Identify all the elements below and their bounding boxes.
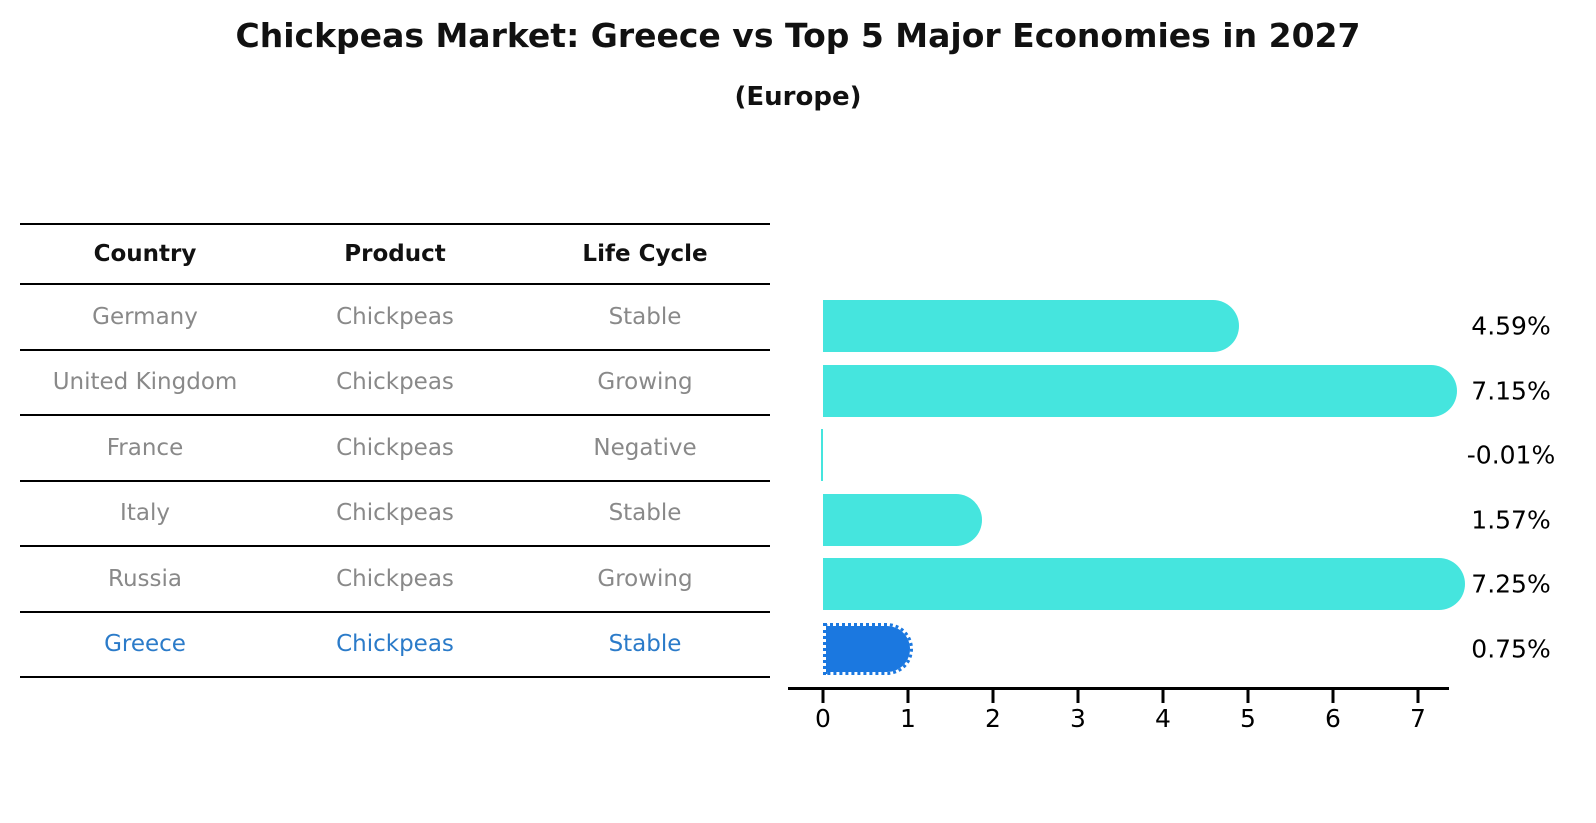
x-tick-label-2: 2 bbox=[985, 704, 1001, 733]
x-axis-line bbox=[788, 687, 1449, 690]
country-cell: France bbox=[106, 434, 184, 461]
value-label-france: -0.01% bbox=[1466, 440, 1556, 470]
country-cell: United Kingdom bbox=[52, 369, 238, 396]
table-row-italy: Italy Chickpeas Stable bbox=[20, 482, 770, 547]
x-tick-label-5: 5 bbox=[1240, 704, 1256, 733]
lifecycle-cell: Stable bbox=[608, 303, 682, 330]
product-cell: Chickpeas bbox=[336, 500, 454, 527]
value-label-united-kingdom: 7.15% bbox=[1471, 376, 1551, 406]
value-label-greece: 0.75% bbox=[1471, 634, 1551, 664]
country-cell: Russia bbox=[108, 565, 182, 592]
country-cell: Greece bbox=[104, 631, 186, 658]
x-tick-label-4: 4 bbox=[1155, 704, 1171, 733]
column-header-product: Product bbox=[344, 241, 446, 267]
bar-germany bbox=[823, 300, 1240, 352]
x-tick-7 bbox=[1416, 690, 1420, 703]
x-tick-1 bbox=[906, 690, 910, 703]
country-table: Country Product Life Cycle Germany Chickp… bbox=[20, 223, 770, 678]
lifecycle-cell: Negative bbox=[593, 434, 697, 461]
country-cell: Germany bbox=[92, 303, 198, 330]
chart-subtitle: (Europe) bbox=[734, 82, 862, 112]
table-row-united-kingdom: United Kingdom Chickpeas Growing bbox=[20, 351, 770, 416]
bar-united-kingdom bbox=[823, 364, 1457, 417]
column-header-country: Country bbox=[93, 241, 197, 267]
column-header-lifecycle: Life Cycle bbox=[582, 241, 708, 267]
product-cell: Chickpeas bbox=[336, 565, 454, 592]
product-cell: Chickpeas bbox=[336, 631, 454, 658]
product-cell: Chickpeas bbox=[336, 303, 454, 330]
x-tick-6 bbox=[1331, 690, 1335, 703]
x-tick-3 bbox=[1076, 690, 1080, 703]
table-row-france: France Chickpeas Negative bbox=[20, 416, 770, 482]
value-label-russia: 7.25% bbox=[1471, 569, 1551, 599]
bar-russia bbox=[823, 558, 1466, 611]
table-row-germany: Germany Chickpeas Stable bbox=[20, 285, 770, 351]
lifecycle-cell: Growing bbox=[597, 565, 693, 592]
table-row-greece: Greece Chickpeas Stable bbox=[20, 613, 770, 678]
x-tick-label-7: 7 bbox=[1410, 704, 1426, 733]
lifecycle-cell: Stable bbox=[608, 631, 682, 658]
x-tick-label-0: 0 bbox=[815, 704, 831, 733]
product-cell: Chickpeas bbox=[336, 434, 454, 461]
x-tick-label-6: 6 bbox=[1325, 704, 1341, 733]
bar-france bbox=[820, 429, 823, 482]
table-row-russia: Russia Chickpeas Growing bbox=[20, 547, 770, 613]
x-tick-label-3: 3 bbox=[1070, 704, 1086, 733]
x-tick-4 bbox=[1161, 690, 1165, 703]
x-tick-0 bbox=[821, 690, 825, 703]
lifecycle-cell: Stable bbox=[608, 500, 682, 527]
value-label-germany: 4.59% bbox=[1471, 311, 1551, 341]
lifecycle-cell: Growing bbox=[597, 369, 693, 396]
x-tick-5 bbox=[1246, 690, 1250, 703]
chart-title: Chickpeas Market: Greece vs Top 5 Major … bbox=[235, 16, 1361, 55]
country-cell: Italy bbox=[120, 500, 170, 527]
value-label-italy: 1.57% bbox=[1471, 505, 1551, 535]
product-cell: Chickpeas bbox=[336, 369, 454, 396]
table-header-row: Country Product Life Cycle bbox=[20, 225, 770, 285]
x-tick-label-1: 1 bbox=[900, 704, 916, 733]
bar-greece bbox=[823, 623, 913, 675]
bar-italy bbox=[823, 493, 983, 546]
table-body: Germany Chickpeas Stable United Kingdom Chic… bbox=[20, 285, 770, 678]
x-tick-2 bbox=[991, 690, 995, 703]
